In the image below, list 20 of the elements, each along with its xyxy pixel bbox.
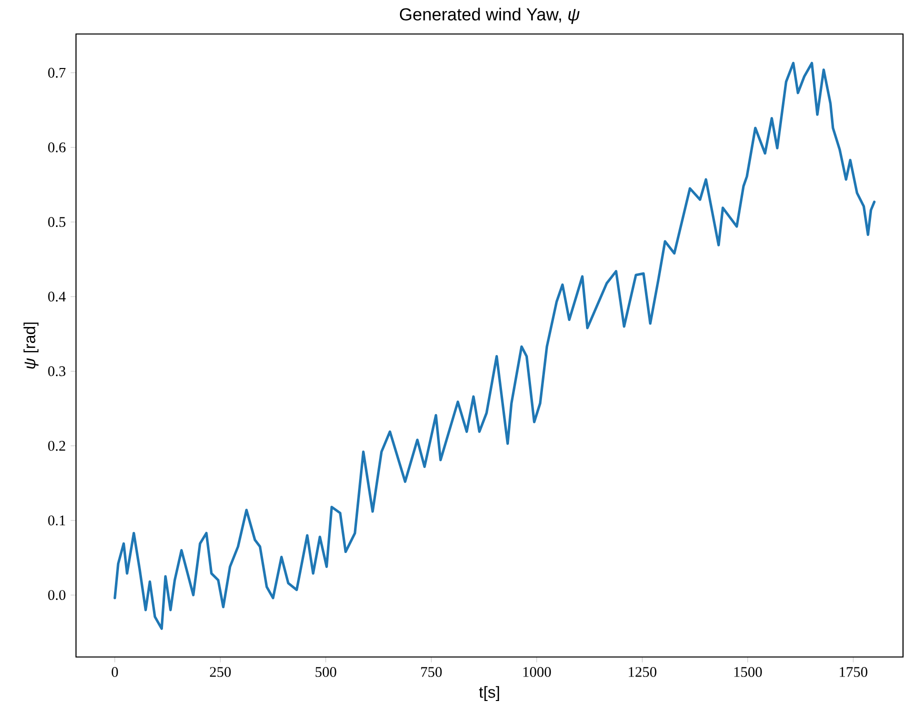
x-tick-label: 1500 [734,667,762,677]
line-series [114,62,876,630]
x-tick-label: 1000 [523,667,551,677]
x-tick-label: 250 [210,667,231,677]
x-tick-label: 1750 [840,667,868,677]
y-tick-label: 0.3 [48,366,66,376]
y-tick-label: 0.1 [48,515,66,526]
x-tick-label: 1250 [628,667,656,677]
y-axis-title: ψ [rad] [24,322,38,369]
y-tick-label: 0.4 [48,292,66,302]
y-tick-label: 0.0 [48,590,66,600]
x-tick-label: 500 [316,667,336,677]
x-tick-label: 0 [112,667,118,677]
y-tick-label: 0.5 [48,217,66,227]
x-tick-label: 750 [421,667,442,677]
x-axis-title: t[s] [479,686,500,701]
y-tick-label: 0.6 [48,142,66,152]
y-tick-label: 0.7 [48,68,66,78]
y-tick-label: 0.2 [48,440,66,451]
chart-title: Generated wind Yaw, ψ [400,8,580,24]
